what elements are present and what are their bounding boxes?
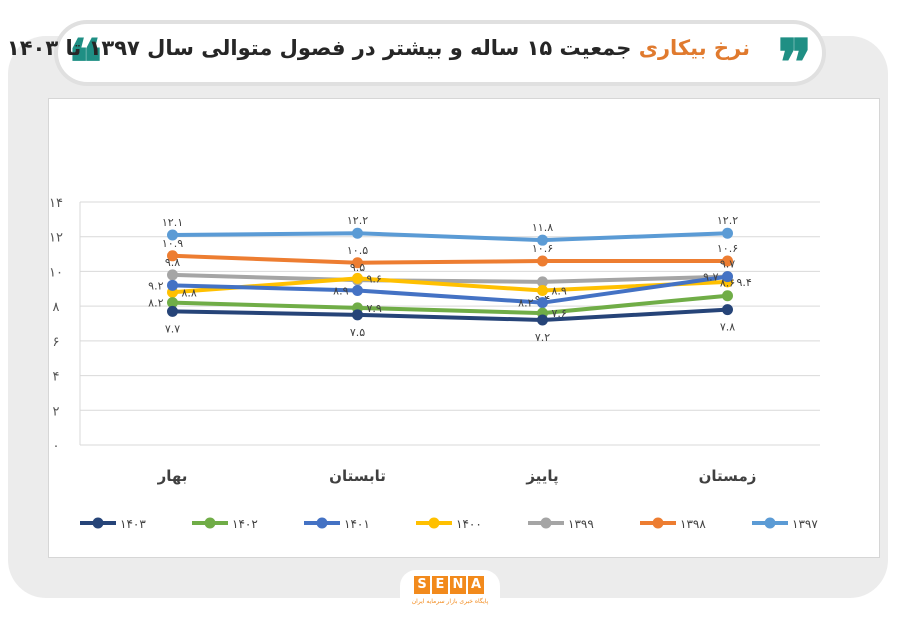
legend-label: ۱۴۰۱: [344, 517, 370, 531]
data-label: ۷.۶: [552, 307, 567, 320]
data-point: [537, 314, 548, 326]
logo-letter: N: [450, 576, 466, 594]
x-tick-label: پاییز: [525, 467, 558, 486]
data-point: [352, 227, 363, 239]
series-line: [172, 231, 728, 243]
y-tick-label: ۸: [53, 300, 60, 315]
y-tick-label: ۱۴: [49, 196, 63, 211]
legend-label: ۱۴۰۳: [120, 517, 146, 531]
legend-marker: [652, 517, 664, 529]
x-tick-label: بهار: [157, 467, 188, 485]
series-line: [172, 272, 728, 284]
data-label: ۹.۷: [703, 271, 718, 284]
data-label: ۹.۴: [737, 276, 752, 289]
data-point: [722, 227, 733, 239]
data-point: [537, 276, 548, 288]
data-point: [722, 290, 733, 302]
y-tick-label: ۱۲: [49, 231, 63, 246]
quote-close-icon: ❞: [777, 26, 812, 101]
data-point: [352, 257, 363, 269]
data-point: [722, 255, 733, 267]
data-label: ۷.۷: [165, 322, 180, 335]
chart-title: نرخ بیکاری جمعیت ۱۵ ساله و بیشتر در فصول…: [7, 36, 750, 60]
title-accent: نرخ بیکاری: [638, 36, 750, 60]
y-tick-label: ۰: [53, 439, 60, 454]
legend-marker: [764, 517, 776, 529]
data-label: ۸.۹: [333, 285, 348, 298]
legend-marker: [316, 517, 328, 529]
legend-label: ۱۴۰۰: [456, 517, 482, 531]
logo-subtitle: پایگاه خبری بازار سرمایه ایران: [411, 598, 489, 605]
y-tick-label: ۴: [53, 370, 60, 385]
y-tick-label: ۶: [53, 335, 60, 350]
data-label: ۹.۶: [367, 272, 382, 285]
data-label: ۷.۸: [720, 321, 735, 334]
legend-label: ۱۳۹۹: [568, 517, 594, 531]
legend-label: ۱۳۹۷: [792, 517, 818, 531]
legend-marker: [204, 517, 216, 529]
data-label: ۸.۸: [182, 286, 197, 299]
data-label: ۸.۲: [518, 297, 533, 310]
data-label: ۷.۲: [535, 331, 550, 344]
data-label: ۱۲.۲: [347, 214, 368, 227]
legend-marker: [92, 517, 104, 529]
data-label: ۸.۹: [552, 285, 567, 298]
data-point: [167, 250, 178, 262]
series-line: [172, 307, 728, 323]
series-line: [172, 253, 728, 265]
data-point: [167, 279, 178, 291]
data-label: ۱۰.۹: [162, 237, 183, 250]
data-point: [537, 285, 548, 297]
legend-label: ۱۳۹۸: [680, 517, 706, 531]
data-label: ۱۲.۲: [717, 214, 738, 227]
data-label: ۱۲.۱: [162, 216, 183, 229]
data-label: ۱۰.۶: [717, 242, 738, 255]
data-point: [167, 305, 178, 317]
data-label: ۹.۲: [148, 279, 163, 292]
data-point: [722, 271, 733, 283]
y-tick-label: ۱۰: [49, 265, 63, 280]
series-line: [172, 274, 728, 305]
data-label: ۹.۷: [720, 258, 735, 271]
data-label: ۸.۲: [148, 297, 163, 310]
y-tick-label: ۲: [53, 404, 60, 419]
data-label: ۷.۵: [350, 326, 365, 339]
data-point: [537, 255, 548, 267]
plot-panel: [48, 98, 880, 558]
x-tick-label: زمستان: [699, 467, 757, 485]
legend-label: ۱۴۰۲: [232, 517, 258, 531]
series-line: [172, 276, 728, 295]
data-point: [537, 234, 548, 246]
data-point: [352, 272, 363, 284]
logo-letters: S E N A: [414, 576, 484, 594]
logo-letter: A: [468, 576, 484, 594]
data-point: [167, 229, 178, 241]
sena-logo: S E N A پایگاه خبری بازار سرمایه ایران: [400, 570, 500, 614]
data-point: [167, 269, 178, 281]
legend-marker: [428, 517, 440, 529]
logo-letter: S: [414, 576, 430, 594]
title-rest: جمعیت ۱۵ ساله و بیشتر در فصول متوالی سال…: [6, 36, 632, 60]
data-label: ۱۰.۶: [532, 242, 553, 255]
data-point: [352, 285, 363, 297]
data-label: ۸.۶: [720, 277, 735, 290]
data-point: [167, 297, 178, 309]
data-label: ۹.۵: [350, 261, 365, 274]
data-label: ۱۰.۵: [347, 244, 368, 257]
x-tick-label: تابستان: [329, 467, 386, 485]
data-label: ۷.۹: [367, 302, 382, 315]
logo-letter: E: [432, 576, 448, 594]
legend-marker: [540, 517, 552, 529]
data-point: [537, 297, 548, 309]
series-line: [172, 293, 728, 316]
title-bar: ❝ نرخ بیکاری جمعیت ۱۵ ساله و بیشتر در فص…: [7, 24, 822, 96]
data-point: [722, 304, 733, 316]
data-point: [352, 309, 363, 321]
data-label: ۱۱.۸: [532, 221, 553, 234]
quote-open-icon: ❝: [68, 26, 103, 101]
data-label: ۹.۸: [165, 256, 180, 269]
